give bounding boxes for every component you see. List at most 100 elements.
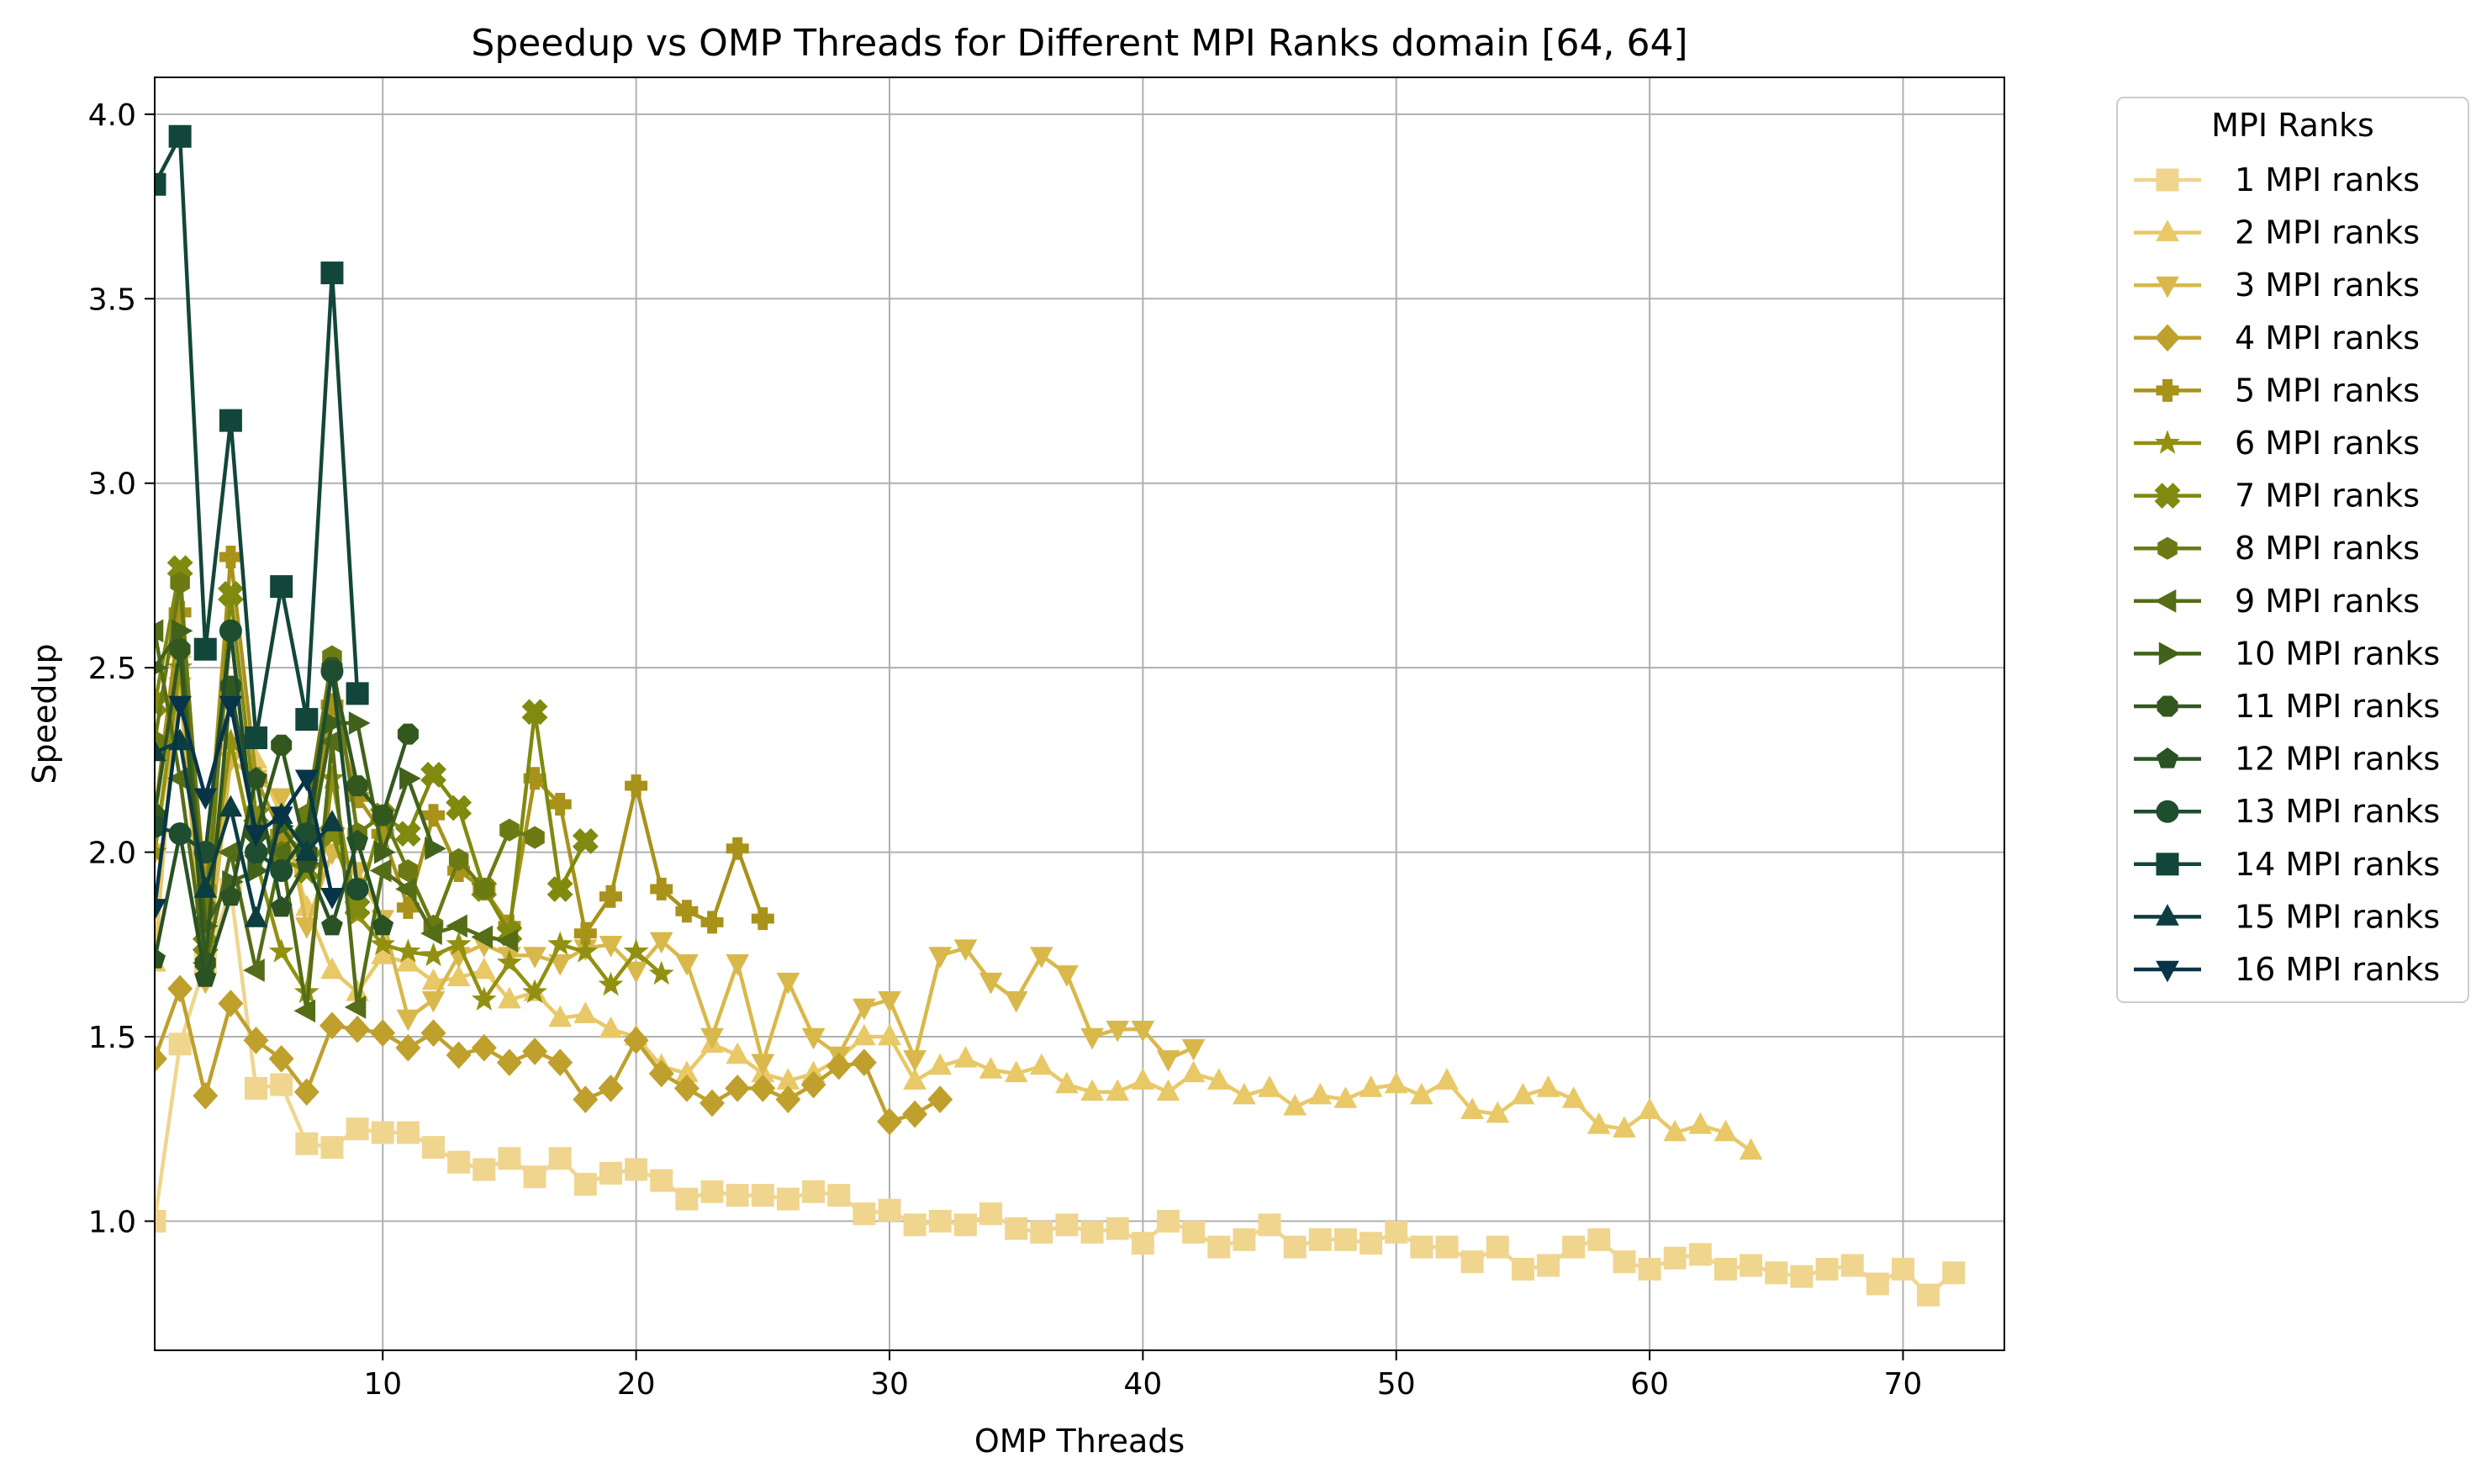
data-point bbox=[346, 682, 369, 705]
data-point bbox=[546, 876, 573, 902]
data-point bbox=[320, 810, 344, 832]
data-point bbox=[1206, 1068, 1231, 1090]
data-point bbox=[1435, 1068, 1459, 1090]
legend-entry: 15 MPI ranks bbox=[2134, 898, 2440, 935]
data-point bbox=[474, 877, 494, 900]
legend-entry: 6 MPI ranks bbox=[2134, 425, 2420, 462]
data-point bbox=[219, 619, 242, 642]
legend-marker bbox=[2156, 219, 2179, 241]
data-point bbox=[399, 766, 421, 790]
data-point bbox=[320, 1136, 344, 1159]
legend-marker bbox=[2156, 168, 2179, 192]
data-point bbox=[928, 1209, 952, 1233]
series-line bbox=[155, 647, 1752, 1153]
data-point bbox=[928, 947, 953, 969]
data-point bbox=[395, 938, 421, 963]
data-point bbox=[171, 619, 193, 643]
data-point bbox=[903, 1068, 927, 1090]
data-point bbox=[270, 1073, 293, 1096]
data-point bbox=[650, 877, 673, 900]
series-16-mpi-ranks bbox=[155, 695, 344, 921]
plot-area bbox=[155, 124, 1966, 1307]
data-point bbox=[446, 1041, 472, 1069]
series-line bbox=[155, 776, 385, 980]
data-point bbox=[1688, 1112, 1713, 1134]
data-point bbox=[802, 1180, 826, 1203]
data-point bbox=[525, 826, 545, 849]
data-point bbox=[374, 840, 396, 864]
data-point bbox=[344, 995, 367, 1019]
data-point bbox=[547, 1048, 573, 1077]
data-point bbox=[979, 1202, 1003, 1226]
data-point bbox=[902, 1100, 928, 1128]
legend-label: 13 MPI ranks bbox=[2235, 793, 2440, 830]
data-point bbox=[1106, 1021, 1130, 1043]
data-point bbox=[446, 914, 467, 938]
data-point bbox=[852, 1023, 876, 1046]
data-point bbox=[903, 1213, 927, 1237]
data-point bbox=[1765, 1261, 1788, 1285]
data-point bbox=[169, 638, 191, 660]
data-point bbox=[1029, 1053, 1053, 1075]
data-point bbox=[1511, 1257, 1534, 1281]
data-point bbox=[1055, 1213, 1079, 1237]
data-point bbox=[878, 990, 901, 1013]
legend-entry: 12 MPI ranks bbox=[2134, 741, 2440, 778]
data-point bbox=[319, 1011, 345, 1040]
data-point bbox=[372, 914, 394, 936]
legend-label: 2 MPI ranks bbox=[2235, 214, 2420, 251]
data-point bbox=[1638, 1097, 1661, 1119]
data-point bbox=[372, 805, 393, 826]
data-point bbox=[345, 1015, 371, 1043]
data-point bbox=[1866, 1272, 1889, 1296]
legend-label: 12 MPI ranks bbox=[2235, 741, 2440, 778]
data-point-shape bbox=[420, 762, 446, 788]
data-point bbox=[155, 739, 166, 762]
data-point bbox=[1536, 1075, 1560, 1097]
data-point bbox=[573, 1001, 598, 1023]
data-point bbox=[979, 972, 1003, 995]
data-point bbox=[247, 858, 269, 883]
data-point bbox=[827, 1184, 851, 1207]
data-point bbox=[1562, 1235, 1586, 1259]
data-point bbox=[1360, 1232, 1383, 1255]
data-point bbox=[472, 957, 496, 980]
data-point bbox=[1131, 1232, 1154, 1255]
data-point bbox=[193, 788, 218, 811]
data-point bbox=[371, 1121, 394, 1144]
legend-entry: 7 MPI ranks bbox=[2134, 478, 2420, 515]
data-point bbox=[1233, 1082, 1256, 1105]
series-10-mpi-ranks bbox=[155, 619, 446, 938]
data-point bbox=[649, 932, 673, 954]
legend-label: 3 MPI ranks bbox=[2235, 267, 2420, 304]
data-point bbox=[1233, 1228, 1256, 1251]
series-line bbox=[155, 739, 334, 921]
data-point bbox=[826, 1052, 852, 1080]
data-point bbox=[548, 1147, 572, 1170]
data-point bbox=[370, 1019, 396, 1047]
y-tick-label: 1.0 bbox=[88, 1205, 136, 1239]
data-point bbox=[1055, 965, 1079, 987]
legend-entry: 16 MPI ranks bbox=[2134, 951, 2440, 988]
data-point bbox=[1460, 1097, 1484, 1119]
legend-marker bbox=[2156, 853, 2179, 876]
data-point bbox=[395, 1033, 421, 1062]
legend-entry: 3 MPI ranks bbox=[2134, 267, 2420, 304]
data-point bbox=[750, 1075, 776, 1102]
x-tick-label: 70 bbox=[1884, 1367, 1923, 1402]
data-point bbox=[219, 409, 242, 432]
data-point bbox=[371, 943, 395, 964]
data-point bbox=[155, 619, 164, 643]
data-point bbox=[448, 848, 469, 871]
data-point bbox=[1486, 1235, 1509, 1259]
data-point bbox=[1181, 1060, 1206, 1083]
data-point bbox=[446, 964, 471, 986]
data-point bbox=[293, 999, 316, 1023]
data-point bbox=[1587, 1112, 1611, 1134]
data-point bbox=[853, 1202, 876, 1226]
legend-label: 10 MPI ranks bbox=[2235, 635, 2440, 672]
data-point bbox=[953, 1213, 977, 1237]
data-point bbox=[1435, 1235, 1459, 1259]
legend-label: 1 MPI ranks bbox=[2235, 161, 2420, 198]
